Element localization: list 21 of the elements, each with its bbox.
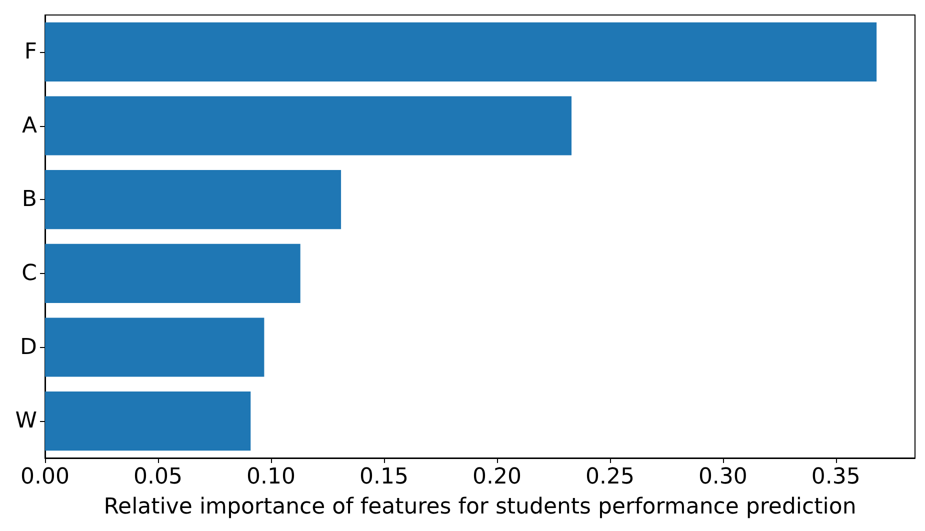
bar <box>45 244 300 303</box>
y-tick-label: A <box>22 113 37 138</box>
y-tick-label: B <box>22 187 37 212</box>
x-axis-title: Relative importance of features for students performance prediction <box>104 494 856 520</box>
y-tick-label: D <box>20 334 37 360</box>
bar <box>45 318 264 377</box>
x-tick-label: 0.20 <box>472 464 522 490</box>
y-tick-label: C <box>22 260 37 286</box>
y-tick-label: F <box>24 39 37 64</box>
x-tick-label: 0.30 <box>698 464 748 490</box>
x-tick-label: 0.25 <box>585 464 634 490</box>
bar <box>45 22 877 82</box>
bar <box>45 170 342 230</box>
x-tick-label: 0.00 <box>20 464 70 490</box>
bar <box>45 392 251 451</box>
x-tick-label: 0.05 <box>133 464 182 490</box>
x-tick-label: 0.35 <box>811 464 860 490</box>
y-tick-label: W <box>15 408 38 434</box>
x-tick-label: 0.15 <box>359 464 408 490</box>
x-tick-label: 0.10 <box>246 464 296 490</box>
bar <box>45 96 572 156</box>
